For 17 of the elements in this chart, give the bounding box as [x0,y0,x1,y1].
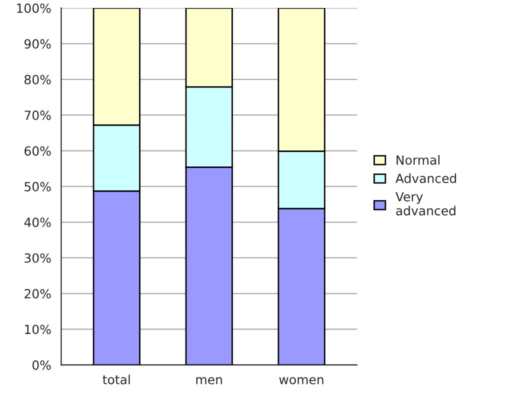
y-tick-label: 0% [32,360,51,370]
y-tick-label: 80% [24,74,51,84]
y-tick-label: 100% [17,3,51,13]
legend-label: Advanced [396,173,456,184]
y-tick-label: 70% [24,110,51,120]
y-tick-label: 60% [24,146,51,156]
y-tick-label: 50% [24,182,51,192]
x-tick-label: women [279,377,324,384]
y-tick-label: 30% [24,253,51,263]
y-tick-label: 20% [24,289,51,298]
x-tick-label: men [196,377,222,384]
legend-label: Very advanced [396,192,456,216]
y-tick-label: 90% [24,39,51,49]
y-tick-label: 40% [24,218,51,228]
x-tick-label: total [102,374,130,384]
legend-label: Normal [396,155,440,165]
y-tick-label: 10% [25,324,51,334]
